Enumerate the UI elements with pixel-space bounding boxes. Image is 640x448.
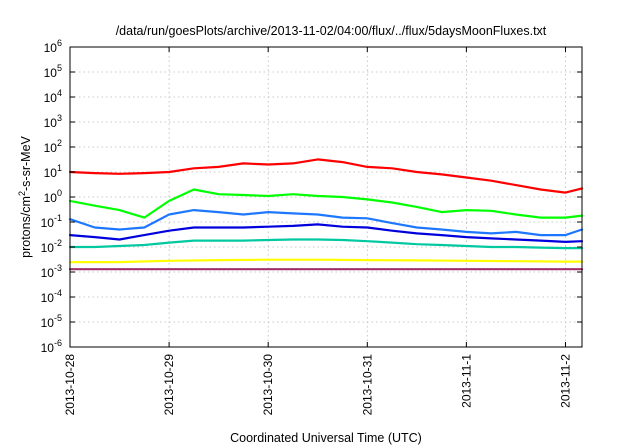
x-tick-label: 2013-10-29 bbox=[162, 354, 176, 416]
y-tick-label: 10-2 bbox=[41, 238, 62, 255]
y-tick-label: 10-5 bbox=[41, 313, 62, 330]
x-tick-label: 2013-10-30 bbox=[261, 354, 275, 416]
y-tick-label: 10-1 bbox=[41, 213, 62, 230]
y-tick-label: 102 bbox=[44, 138, 62, 155]
series-line-4 bbox=[68, 223, 584, 243]
y-tick-label: 101 bbox=[44, 163, 62, 180]
x-tick-label: 2013-10-28 bbox=[63, 354, 77, 416]
series-line-6 bbox=[68, 258, 584, 264]
y-axis-label-sup: 2 bbox=[17, 191, 27, 196]
x-tick-label: 2013-11-2 bbox=[558, 354, 572, 408]
y-tick-label: 10-6 bbox=[41, 338, 62, 355]
y-tick-label: 10-3 bbox=[41, 263, 62, 280]
series-line-2 bbox=[68, 188, 584, 219]
series-line-1 bbox=[68, 158, 584, 194]
y-tick-label: 106 bbox=[44, 38, 62, 55]
y-axis-label-rest: -s-sr-MeV bbox=[19, 135, 33, 191]
y-tick-label: 104 bbox=[44, 88, 62, 105]
y-tick-label: 10-4 bbox=[41, 288, 62, 305]
x-axis-label: Coordinated Universal Time (UTC) bbox=[230, 431, 422, 445]
chart-title: /data/run/goesPlots/archive/2013-11-02/0… bbox=[116, 24, 547, 38]
x-tick-labels: 2013-10-28 2013-10-29 2013-10-30 2013-10-31… bbox=[63, 354, 572, 416]
y-tick-labels: 10-6 10-5 10-4 10-3 10-2 10-1 100 101 102 103 104 1… bbox=[41, 38, 62, 355]
data-series bbox=[68, 158, 584, 271]
series-line-3 bbox=[68, 209, 584, 237]
y-axis-label-base: protons/cm bbox=[19, 196, 33, 258]
x-tick-label: 2013-10-31 bbox=[360, 354, 374, 416]
y-tick-label: 100 bbox=[44, 188, 62, 205]
y-axis-label: protons/cm2-s-sr-MeV bbox=[17, 135, 33, 257]
axis-ticks bbox=[69, 46, 582, 348]
series-line-5 bbox=[68, 238, 584, 250]
y-tick-label: 105 bbox=[44, 63, 62, 80]
x-tick-label: 2013-11-1 bbox=[459, 354, 473, 408]
y-tick-label: 103 bbox=[44, 113, 62, 130]
